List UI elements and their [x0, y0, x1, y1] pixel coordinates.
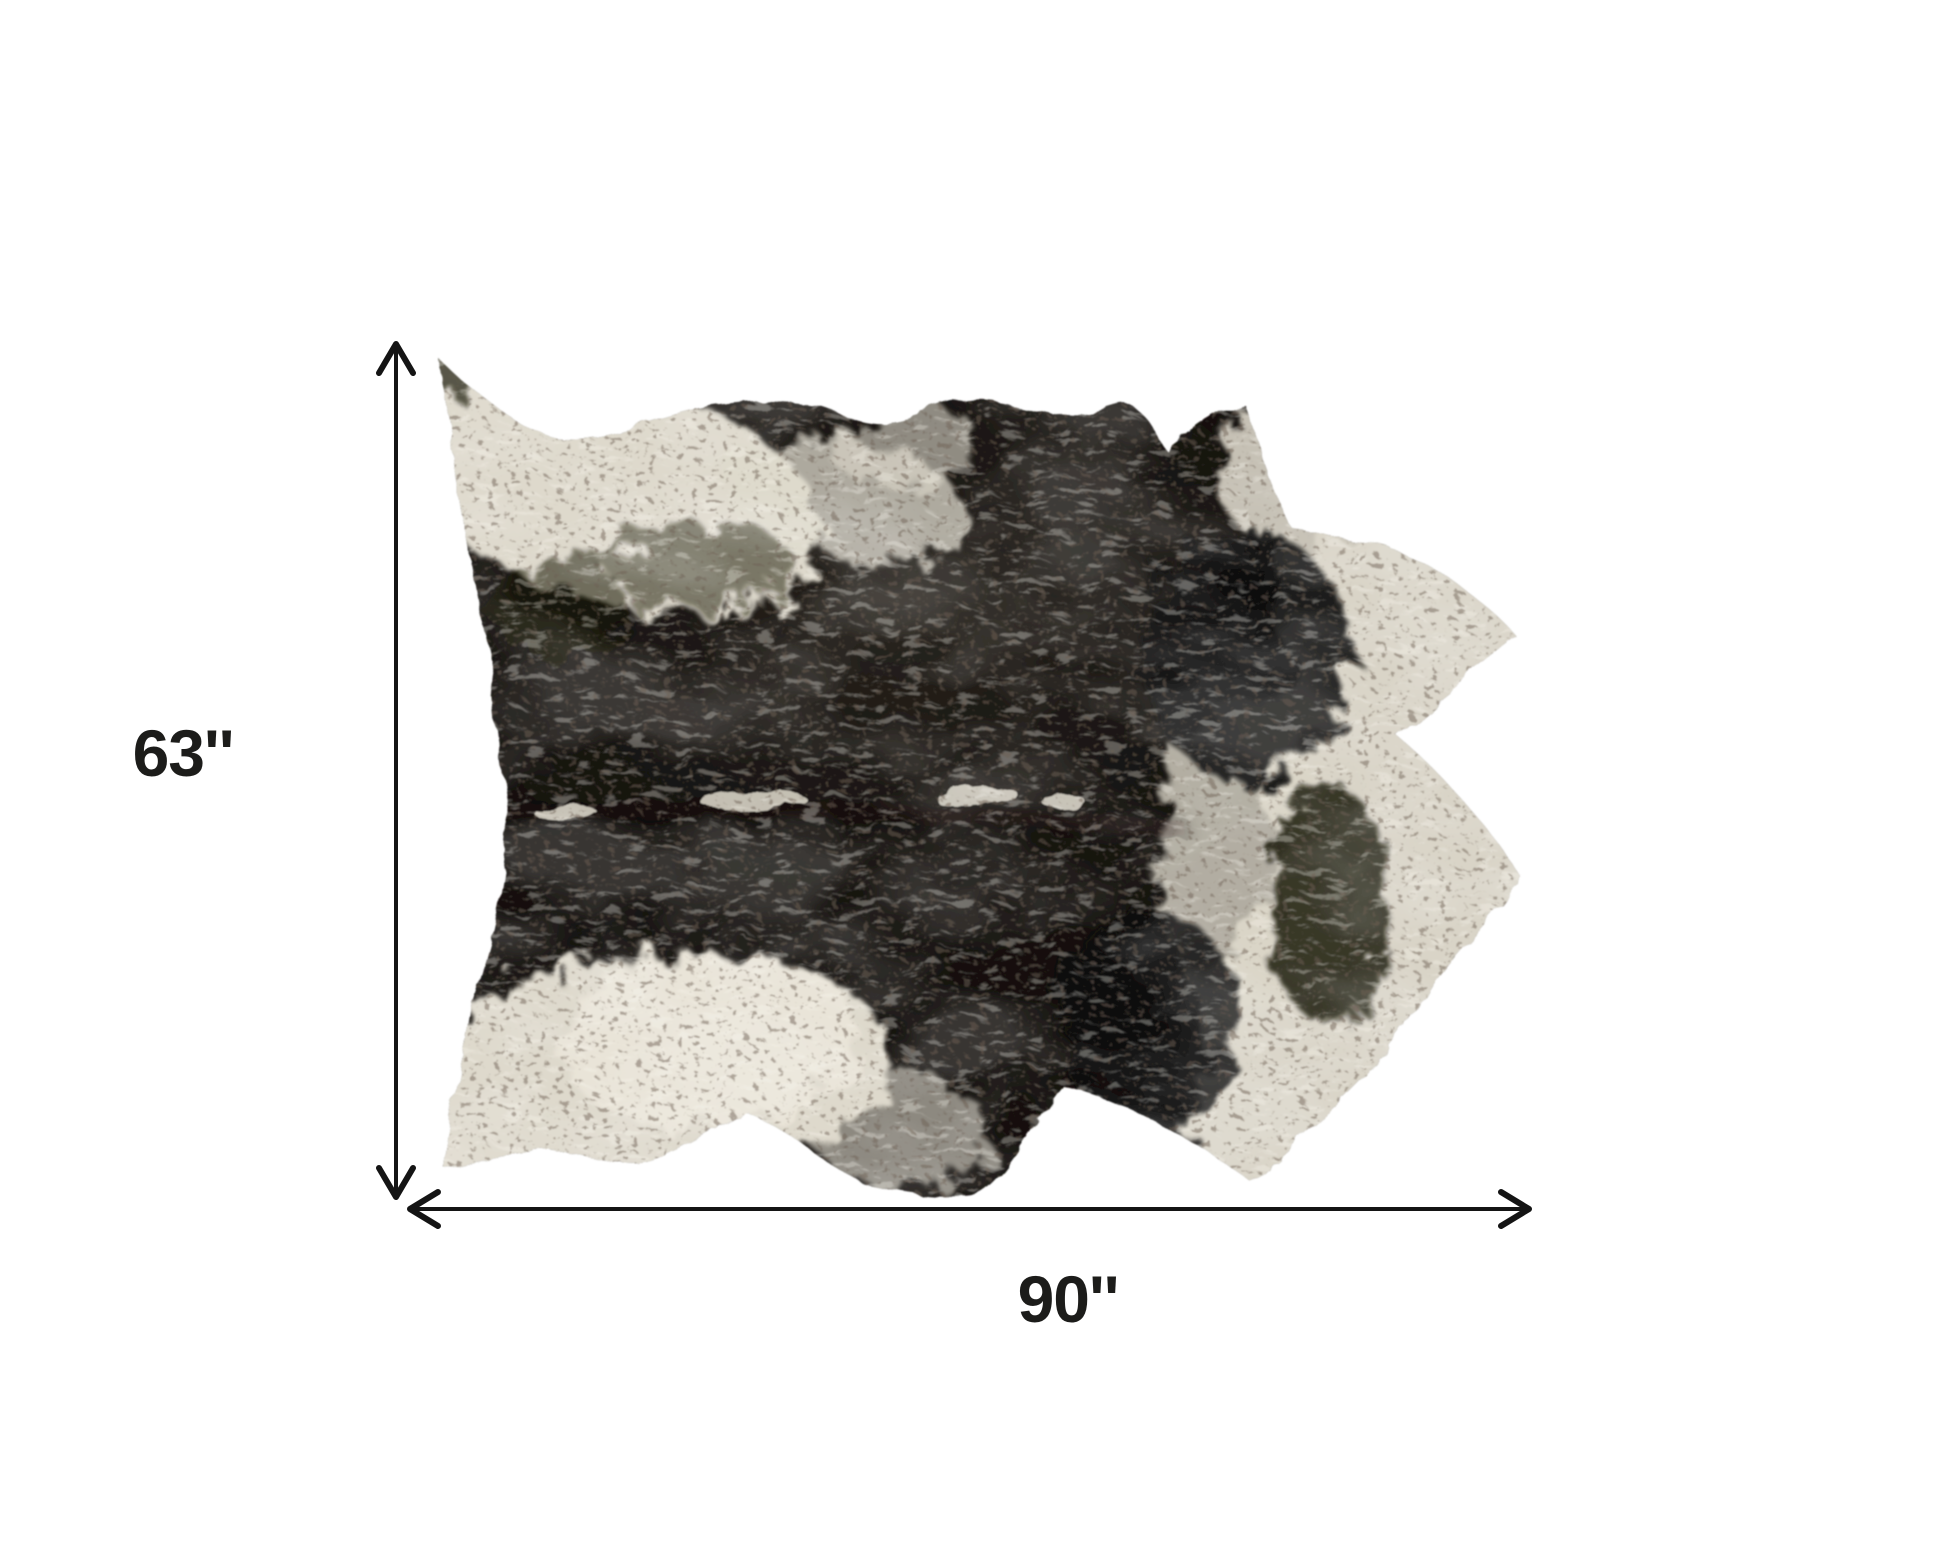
height-dimension-label: 63'' [132, 716, 235, 790]
width-dimension-label: 90'' [1017, 1262, 1120, 1336]
height-dimension-arrow [376, 341, 416, 1200]
cowhide-rug-image [438, 358, 1520, 1196]
